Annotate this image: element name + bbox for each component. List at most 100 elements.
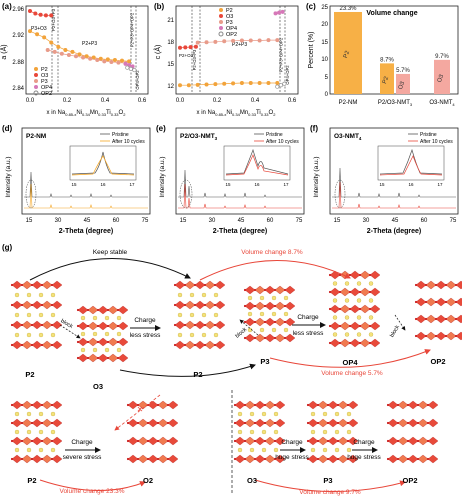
data-point (81, 55, 86, 60)
octahedron (31, 340, 43, 350)
oxygen-atom (213, 323, 217, 327)
panel-f-xticks: 15 30 45 60 75 (334, 218, 457, 224)
oxygen-atom (233, 421, 237, 425)
panel-f-chart: (f) O3-NMT4 Intensity (a.u.) Pristine Af… (310, 124, 459, 235)
legend-label: O3 (226, 14, 233, 20)
panel-f: (f) O3-NMT4 Intensity (a.u.) Pristine Af… (308, 122, 462, 237)
octahedron (77, 353, 89, 363)
xtick: 0.0 (176, 98, 185, 104)
octahedron (397, 418, 409, 428)
oxygen-atom (10, 439, 14, 443)
panel-b-points (177, 9, 287, 89)
octahedron (397, 436, 409, 446)
panel-a-ylabel: a (Å) (0, 44, 8, 59)
panel-e-tag: (e) (156, 124, 166, 133)
sodium-atom (14, 292, 20, 298)
octahedron (307, 400, 319, 410)
bar-value-label: 9.7% (435, 54, 449, 60)
sodium-atom (116, 347, 122, 353)
panel-c-title: Volume change (366, 10, 417, 17)
octahedron (254, 333, 266, 343)
oxygen-atom (414, 334, 418, 338)
octahedron (157, 454, 169, 464)
phase-label: P3 (260, 357, 269, 366)
label-less-stress: less stress (293, 330, 324, 337)
octahedron (51, 454, 63, 464)
octahedron (41, 418, 53, 428)
octahedron (264, 333, 276, 343)
sodium-atom (310, 429, 316, 435)
data-point (222, 39, 227, 44)
sodium-atom (344, 281, 350, 286)
oxygen-atom (116, 356, 120, 360)
oxygen-atom (50, 323, 54, 327)
octahedron (51, 340, 63, 350)
oxygen-atom (426, 403, 430, 407)
octahedron (244, 333, 256, 343)
octahedron (349, 270, 361, 280)
data-point (35, 32, 40, 37)
oxygen-atom (40, 283, 44, 287)
data-point (280, 9, 285, 14)
oxygen-atom (156, 421, 160, 425)
inset-tick: 17 (437, 182, 443, 187)
octahedron (359, 287, 371, 297)
octahedron (41, 340, 53, 350)
panel-b-xlabel: x in Na0.85-xNi0.34Mn0.33Ti0.33O2 (197, 110, 277, 117)
data-point (188, 45, 193, 50)
sodium-atom (356, 332, 362, 337)
octahedron (157, 400, 169, 410)
oxygen-atom (368, 290, 372, 294)
panel-f-tag: (f) (310, 124, 318, 133)
octahedron (425, 331, 437, 341)
cycled-pattern (24, 183, 148, 209)
panel-d-xticks: 15 30 45 60 75 (26, 218, 149, 224)
data-point (273, 11, 278, 16)
octahedron (127, 454, 139, 464)
xtick: 0.6 (288, 98, 297, 104)
oxygen-atom (424, 283, 428, 287)
phase-label: P2 (25, 370, 34, 379)
octahedron (349, 304, 361, 314)
oxygen-atom (358, 273, 362, 277)
legend-label: After 10 cycles (112, 139, 145, 145)
oxygen-atom (243, 439, 247, 443)
inset-tick: 15 (379, 182, 385, 187)
octahedron (347, 436, 359, 446)
octahedron (274, 333, 286, 343)
octahedron (307, 436, 319, 446)
oxygen-atom (348, 307, 352, 311)
octahedron (204, 340, 216, 350)
octahedron (174, 300, 186, 310)
data-point (257, 81, 262, 86)
panel-c-yticks: 0 5 10 15 20 25 (321, 5, 328, 98)
sodium-atom (356, 298, 362, 303)
oxygen-atom (346, 403, 350, 407)
oxygen-atom (243, 403, 247, 407)
oxygen-atom (426, 421, 430, 425)
sodium-atom (80, 315, 86, 321)
sodium-atom (322, 447, 328, 453)
octahedron (407, 436, 419, 446)
sodium-atom (334, 411, 340, 417)
oxygen-atom (416, 439, 420, 443)
sodium-atom (26, 411, 32, 417)
octahedron (244, 317, 256, 327)
sodium-atom (273, 411, 279, 417)
xtick: 30 (55, 218, 62, 224)
oxygen-atom (20, 303, 24, 307)
octahedron (254, 400, 266, 410)
panel-g: (g) Keep stable Volume change 8.7% Charg… (0, 240, 462, 497)
label-charge: Charge (353, 439, 375, 446)
sodium-atom (273, 447, 279, 453)
oxygen-atom (243, 457, 247, 461)
ytick: 2.88 (12, 60, 24, 66)
panel-f-xlabel: 2-Theta (degree) (367, 228, 421, 235)
data-point (204, 40, 209, 45)
bar (396, 73, 410, 94)
panel-a-legend: P2 O3 P3 OP4 OP2 (33, 67, 52, 97)
panel-f-ylabel: Intensity (a.u.) (313, 156, 320, 197)
octahedron (77, 305, 89, 315)
sodium-atom (26, 332, 32, 338)
data-point (195, 40, 200, 45)
